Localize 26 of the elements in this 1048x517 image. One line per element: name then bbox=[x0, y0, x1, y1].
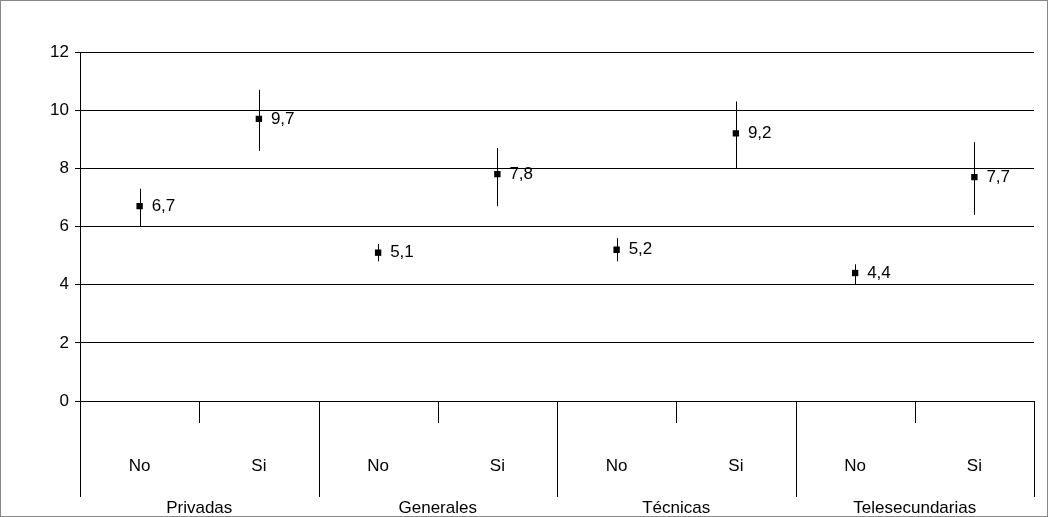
y-tick-label: 6 bbox=[59, 216, 69, 236]
data-label: 9,2 bbox=[747, 123, 772, 143]
y-tick-label: 12 bbox=[50, 41, 69, 61]
data-label: 5,2 bbox=[628, 239, 653, 259]
data-label: 4,4 bbox=[867, 262, 891, 282]
x-tick-label: No bbox=[128, 455, 151, 475]
data-label: 5,1 bbox=[390, 242, 414, 262]
x-tick-label: No bbox=[605, 455, 628, 475]
x-tick-label: No bbox=[367, 455, 389, 475]
data-label: 6,7 bbox=[151, 195, 176, 215]
text: Telesecundarias bbox=[853, 497, 977, 517]
y-tick-label: 10 bbox=[50, 99, 69, 119]
text: Generales bbox=[398, 497, 477, 517]
x-tick-label: Si bbox=[489, 455, 505, 475]
data-label: 7,7 bbox=[986, 166, 1011, 186]
text: Privadas bbox=[166, 497, 233, 517]
y-tick-label: 8 bbox=[59, 158, 69, 178]
text: Técnicas bbox=[642, 497, 711, 517]
x-tick-label: Si bbox=[251, 455, 267, 475]
y-tick-label: 4 bbox=[59, 274, 69, 294]
x-tick-label: No bbox=[844, 455, 866, 475]
x-tick-label: Si bbox=[728, 455, 744, 475]
x-tick-label: Si bbox=[966, 455, 982, 475]
y-tick-label: 0 bbox=[59, 390, 69, 410]
y-tick-label: 2 bbox=[59, 332, 69, 352]
data-label: 9,7 bbox=[270, 108, 295, 128]
